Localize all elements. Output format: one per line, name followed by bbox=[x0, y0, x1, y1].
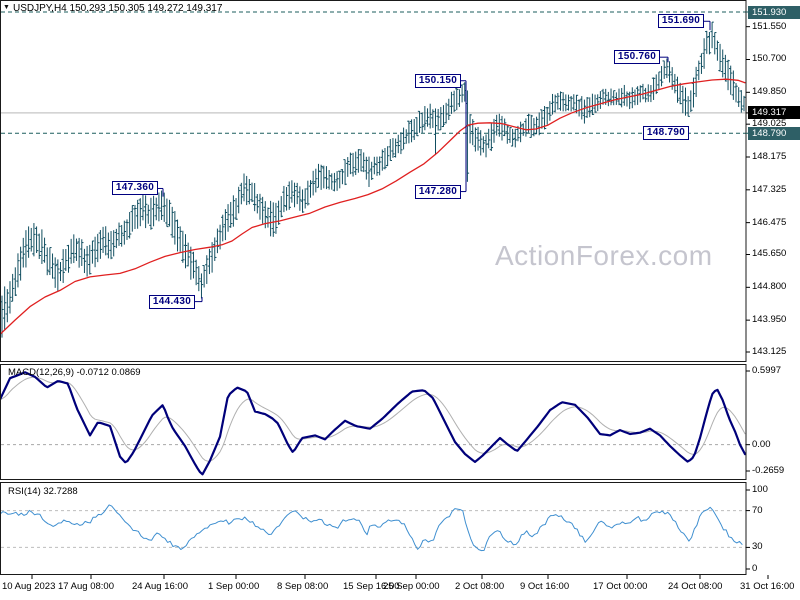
macd-tick-label: 0.00 bbox=[752, 438, 771, 450]
date-tick-label: 17 Aug 08:00 bbox=[58, 581, 114, 592]
price-tick-label: 149.025 bbox=[752, 118, 787, 130]
price-tick-label: 145.650 bbox=[752, 248, 787, 260]
price-callout-label: 147.360 bbox=[112, 181, 158, 196]
price-tick-label: 150.700 bbox=[752, 53, 787, 65]
rsi-tick-label: 100 bbox=[752, 484, 768, 495]
symbol-dropdown-arrow-icon: ▼ bbox=[3, 4, 10, 11]
date-tick-label: 2 Oct 08:00 bbox=[455, 581, 505, 592]
rsi-indicator-label: RSI(14) 32.7288 bbox=[8, 486, 78, 497]
rsi-tick-label: 30 bbox=[752, 541, 763, 553]
date-tick-label: 10 Aug 2023 bbox=[2, 581, 56, 592]
price-callout-label: 148.790 bbox=[643, 126, 689, 141]
level-price-box: 148.790 bbox=[748, 126, 800, 140]
price-tick-label: 143.950 bbox=[752, 314, 787, 326]
date-tick-label: 24 Oct 08:00 bbox=[668, 581, 723, 592]
price-tick-label: 148.175 bbox=[752, 150, 787, 162]
date-tick-label: 25 Sep 00:00 bbox=[383, 581, 440, 592]
date-tick-label: 1 Sep 00:00 bbox=[208, 581, 260, 592]
date-tick-label: 17 Oct 00:00 bbox=[593, 581, 648, 592]
price-callout-label: 144.430 bbox=[149, 294, 195, 309]
price-tick-label: 147.325 bbox=[752, 183, 787, 195]
chart-title-ohlc: USDJPY,H4 150.293 150.305 149.272 149.31… bbox=[13, 3, 223, 14]
price-tick-label: 151.550 bbox=[752, 20, 787, 32]
price-callout-label: 147.280 bbox=[415, 184, 461, 199]
bid-price-box: 149.317 bbox=[748, 106, 800, 120]
price-tick-label: 149.850 bbox=[752, 86, 787, 98]
date-tick-label: 31 Oct 16:00 bbox=[740, 581, 795, 592]
macd-tick-label: 0.5997 bbox=[752, 365, 782, 376]
price-callout-label: 150.760 bbox=[614, 50, 660, 65]
rsi-tick-label: 0 bbox=[752, 563, 758, 574]
price-callout-label: 150.150 bbox=[415, 73, 461, 88]
level-price-box: 151.930 bbox=[748, 5, 800, 19]
price-callout-label: 151.690 bbox=[658, 14, 704, 29]
price-tick-label: 144.800 bbox=[752, 281, 787, 293]
date-tick-label: 9 Oct 16:00 bbox=[520, 581, 570, 592]
date-tick-label: 15 Sep 16:00 bbox=[343, 581, 400, 592]
rsi-tick-label: 70 bbox=[752, 504, 763, 516]
price-tick-label: 143.125 bbox=[752, 346, 787, 357]
price-tick-label: 146.475 bbox=[752, 216, 787, 228]
date-tick-label: 8 Sep 08:00 bbox=[277, 581, 329, 592]
macd-indicator-label: MACD(12,26,9) -0.0712 0.0869 bbox=[8, 367, 141, 378]
macd-tick-label: -0.2659 bbox=[752, 465, 785, 476]
date-tick-label: 24 Aug 16:00 bbox=[132, 581, 188, 592]
watermark: ActionForex.com bbox=[495, 240, 713, 271]
